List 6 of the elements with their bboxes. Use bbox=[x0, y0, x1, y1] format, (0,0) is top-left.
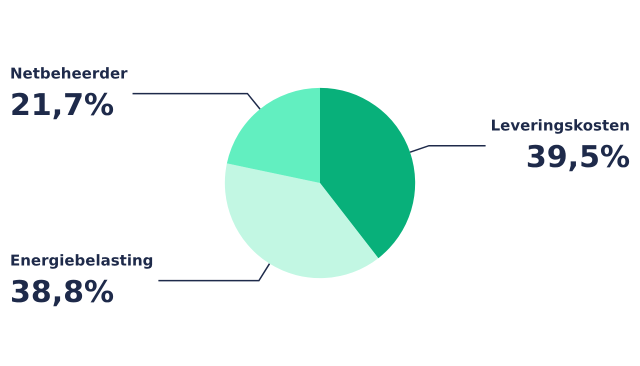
slice-label: Netbeheerder bbox=[10, 64, 128, 83]
data-label: 21,7% bbox=[10, 88, 114, 124]
data-label: 39,5% bbox=[526, 140, 630, 176]
slice-label: Leveringskosten bbox=[490, 116, 630, 135]
data-label: 38,8% bbox=[10, 275, 114, 310]
slice-label: Energiebelasting bbox=[10, 252, 154, 270]
